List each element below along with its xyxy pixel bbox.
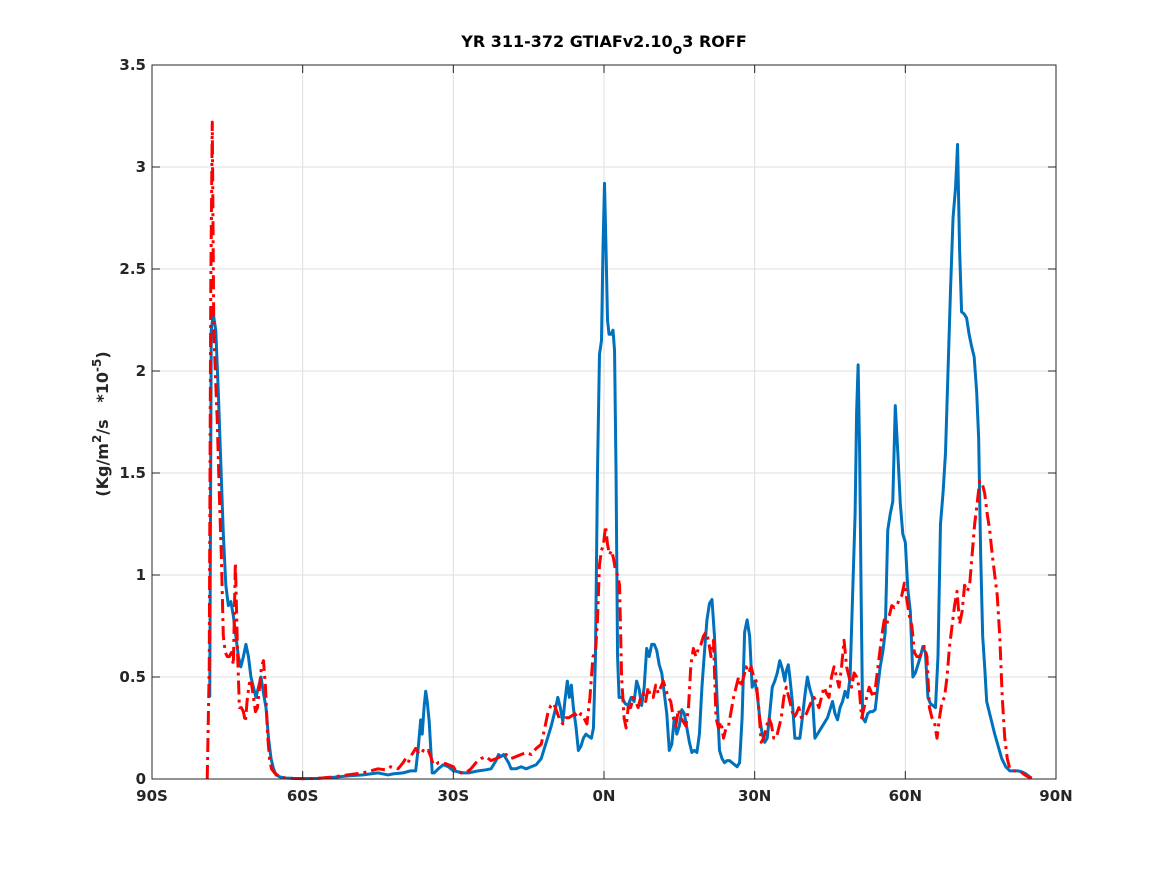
grid-lines <box>152 65 1056 779</box>
y-tick-label: 2.5 <box>119 260 146 278</box>
y-tick-label: 0.5 <box>119 668 146 686</box>
y-tick-label: 2 <box>136 362 146 380</box>
y-axis-label-sup2: -5 <box>90 359 104 372</box>
y-tick-label: 1.5 <box>119 464 146 482</box>
chart-title-subscript: o <box>673 42 683 58</box>
y-axis-label: (Kg/m2/s *10-5) <box>90 351 112 496</box>
series-lines <box>205 120 1033 781</box>
y-axis-label-part2: /s *10 <box>93 372 112 435</box>
x-tick-labels: 90S 60S 30S 0N 30N 60N 90N <box>136 787 1073 805</box>
series-line-2 <box>205 120 1033 781</box>
x-tick-label: 0N <box>593 787 616 805</box>
y-tick-label: 3.5 <box>119 56 146 74</box>
x-tick-label: 90N <box>1039 787 1072 805</box>
axis-ticks <box>151 64 1057 780</box>
series-line-1 <box>208 143 1031 781</box>
y-axis-label-part1: (Kg/m <box>93 443 112 497</box>
y-axis-label-sup1: 2 <box>90 435 104 443</box>
x-tick-label: 30N <box>738 787 771 805</box>
chart-title-main: YR 311-372 GTIAFv2.10 <box>460 32 672 51</box>
y-tick-label: 3 <box>136 158 146 176</box>
y-tick-label: 1 <box>136 566 146 584</box>
x-tick-label: 60S <box>287 787 319 805</box>
y-tick-label: 0 <box>136 770 146 788</box>
x-tick-label: 90S <box>136 787 168 805</box>
chart-title: YR 311-372 GTIAFv2.10o3 ROFF <box>460 32 747 58</box>
y-tick-labels: 0 0.5 1 1.5 2 2.5 3 3.5 <box>119 56 146 788</box>
x-tick-label: 60N <box>889 787 922 805</box>
y-axis-label-part3: ) <box>93 351 112 358</box>
chart-title-tail: 3 ROFF <box>682 32 746 51</box>
x-tick-label: 30S <box>437 787 469 805</box>
